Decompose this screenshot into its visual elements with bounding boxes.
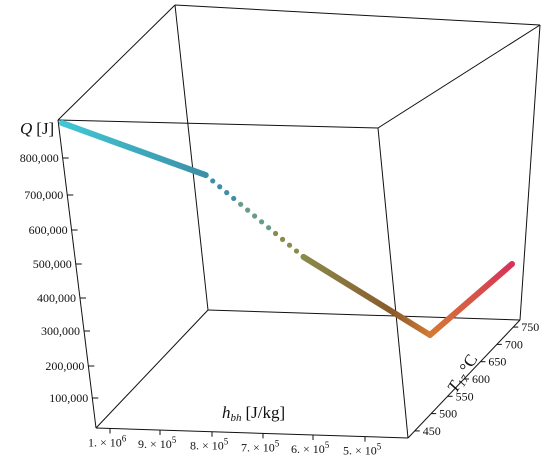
series-layer xyxy=(59,120,515,338)
z-tick-label: 600,000 xyxy=(29,223,68,237)
x-tick-label: 1. × 106 xyxy=(88,433,127,449)
x-tick-label: 7. × 105 xyxy=(241,438,280,454)
series-middle-point xyxy=(259,219,265,225)
z-axis: 100,000 200,000 300,000 400,000 500,000 600,0… xyxy=(20,151,99,405)
box-edge xyxy=(57,4,176,121)
series-middle-point xyxy=(238,201,244,207)
box-edge xyxy=(207,309,521,321)
z-axis-title: Q [J] xyxy=(20,119,54,138)
box-edge xyxy=(95,427,409,439)
y-axis: 450 500 550 600 650 700 750 xyxy=(414,320,539,438)
box-edge xyxy=(377,24,541,129)
x-axis-title: hbh [J/kg] xyxy=(222,403,285,424)
series-middle-point xyxy=(217,184,223,190)
z-tick-label: 400,000 xyxy=(37,291,76,305)
z-tick-label: 100,000 xyxy=(49,391,88,405)
y-tick-label: 750 xyxy=(521,320,539,334)
box-edge xyxy=(95,309,209,429)
x-tick-label: 9. × 105 xyxy=(138,435,177,451)
series-middle-point xyxy=(279,236,286,242)
series-middle-point xyxy=(245,207,251,213)
series-lower xyxy=(300,253,433,338)
series-middle-point xyxy=(203,172,209,178)
z-tick-label: 300,000 xyxy=(41,324,80,338)
box-edge xyxy=(377,127,409,439)
z-tick-label: 700,000 xyxy=(24,188,63,202)
series-middle-point xyxy=(210,178,216,184)
z-tick-label: 800,000 xyxy=(20,151,59,165)
x-tick-label: 5. × 105 xyxy=(343,442,382,458)
x-axis: 1. × 106 9. × 105 8. × 105 7. × 105 6. × 105… xyxy=(88,428,382,458)
z-tick-label: 500,000 xyxy=(33,257,72,271)
series-upper xyxy=(59,120,209,179)
box-edge xyxy=(519,24,541,321)
box-edge xyxy=(57,119,97,429)
y-tick-label: 500 xyxy=(439,407,457,421)
series-middle-point xyxy=(265,225,272,231)
x-tick-label: 6. × 105 xyxy=(291,440,330,456)
series-middle-point xyxy=(272,230,279,237)
series-middle-point xyxy=(293,248,300,254)
box-edge xyxy=(57,119,379,129)
box-edge xyxy=(174,4,541,26)
series-middle-point xyxy=(286,242,293,248)
y-tick-label: 450 xyxy=(423,424,441,438)
y-tick-label: 700 xyxy=(505,337,523,351)
series-middle-point xyxy=(252,213,258,219)
y-tick-label: 600 xyxy=(472,372,490,386)
series-rise xyxy=(427,261,515,338)
box-edge xyxy=(174,4,209,311)
y-tick-label: 550 xyxy=(456,389,474,403)
series-middle-point xyxy=(231,195,237,202)
y-tick-label: 650 xyxy=(488,355,506,369)
z-tick-label: 200,000 xyxy=(45,359,84,373)
x-tick-label: 8. × 105 xyxy=(190,437,229,453)
series-middle-point xyxy=(224,190,230,196)
